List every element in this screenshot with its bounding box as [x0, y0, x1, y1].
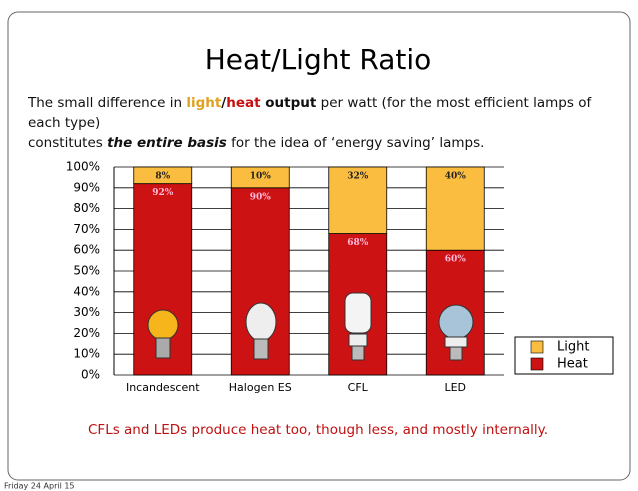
y-tick-label: 40% [73, 284, 100, 298]
x-tick-label: Halogen ES [229, 381, 292, 394]
text: per watt (for the most efficient lamps o… [28, 95, 592, 131]
footer-date: Friday 24 April 15 [4, 482, 75, 491]
x-tick-label: CFL [348, 381, 369, 394]
y-tick-label: 30% [73, 305, 100, 319]
legend-label: Light [557, 340, 589, 355]
y-tick-label: 80% [73, 201, 100, 215]
text: heat [226, 95, 261, 111]
text: light [186, 95, 222, 111]
y-tick-label: 100% [66, 160, 100, 174]
bar-segment [328, 166, 388, 234]
annotation: CFLs and LEDs produce heat too, though l… [88, 422, 548, 438]
text: / [221, 95, 227, 111]
legend-label: Heat [557, 357, 588, 372]
y-tick-label: 90% [73, 180, 100, 194]
y-tick-label: 60% [73, 243, 100, 257]
value-label: 92% [152, 188, 174, 198]
subtitle: The small difference in light/heat outpu… [28, 93, 628, 153]
subtitle-line: constitutes the entire basis for the ide… [28, 133, 628, 153]
value-label: 8% [155, 172, 170, 182]
icon [147, 309, 179, 359]
bar-segment [425, 166, 485, 251]
value-label: 68% [347, 238, 369, 248]
icon [438, 304, 474, 361]
y-tick-label: 20% [73, 326, 100, 340]
icon [344, 292, 372, 361]
slide-title: Heat/Light Ratio [205, 43, 432, 76]
value-label: 10% [250, 172, 272, 182]
y-tick-label: 70% [73, 222, 100, 236]
legend-swatch [530, 357, 544, 371]
value-label: 60% [445, 255, 467, 265]
value-label: 90% [250, 192, 272, 202]
legend-swatch [530, 340, 544, 354]
bulb-icons [147, 292, 474, 361]
y-tick-label: 50% [73, 264, 100, 278]
text: the entire basis [107, 135, 227, 151]
text: constitutes [28, 135, 108, 151]
y-tick-label: 0% [81, 368, 100, 382]
slide-frame [7, 11, 631, 481]
x-tick-label: LED [444, 381, 466, 394]
value-label: 32% [347, 172, 369, 182]
text: for the idea of ‘energy saving’ lamps. [226, 135, 485, 151]
text: The small difference in [28, 95, 187, 111]
bar-segment [133, 166, 193, 185]
value-label: 40% [445, 172, 467, 182]
text: output [260, 95, 317, 111]
subtitle-line: The small difference in light/heat outpu… [28, 93, 628, 133]
icon [245, 302, 277, 360]
bar-segment [230, 166, 290, 189]
x-tick-label: Incandescent [126, 381, 200, 394]
y-tick-label: 10% [73, 347, 100, 361]
